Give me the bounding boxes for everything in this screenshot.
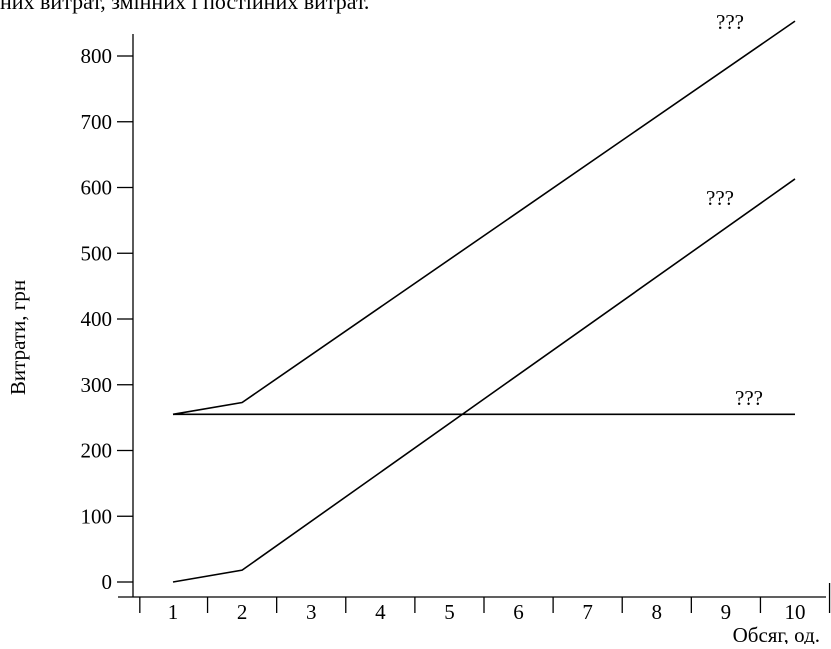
- x-tick-label: 10: [785, 600, 806, 624]
- x-tick-label: 1: [168, 600, 179, 624]
- x-tick-label: 8: [652, 600, 663, 624]
- x-tick-label: 2: [237, 600, 248, 624]
- series-line-2: [172, 178, 796, 583]
- y-tick-label: 300: [81, 373, 113, 397]
- series-line-1: [172, 20, 796, 416]
- series-label-3: ???: [735, 386, 763, 410]
- x-tick-label: 9: [721, 600, 732, 624]
- y-tick-label: 100: [81, 504, 113, 528]
- y-tick-label: 700: [81, 110, 113, 134]
- x-tick-label: 4: [375, 600, 386, 624]
- x-tick-label: 7: [582, 600, 593, 624]
- x-tick-label: 6: [513, 600, 524, 624]
- series-label-2: ???: [706, 186, 734, 210]
- y-tick-label: 400: [81, 307, 113, 331]
- y-tick-label: 0: [102, 570, 113, 594]
- y-tick-label: 800: [81, 44, 113, 68]
- x-axis-label: Обсяг, од.: [733, 623, 820, 644]
- cropped-header-text: них витрат, змінних і постійних витрат.: [0, 0, 370, 14]
- x-tick-label: 3: [306, 600, 317, 624]
- x-tick-label: 5: [444, 600, 455, 624]
- y-tick-label: 200: [81, 439, 113, 463]
- y-tick-label: 600: [81, 176, 113, 200]
- y-axis-label: Витрати, грн: [6, 280, 30, 395]
- series-label-1: ???: [716, 10, 744, 34]
- y-tick-label: 500: [81, 241, 113, 265]
